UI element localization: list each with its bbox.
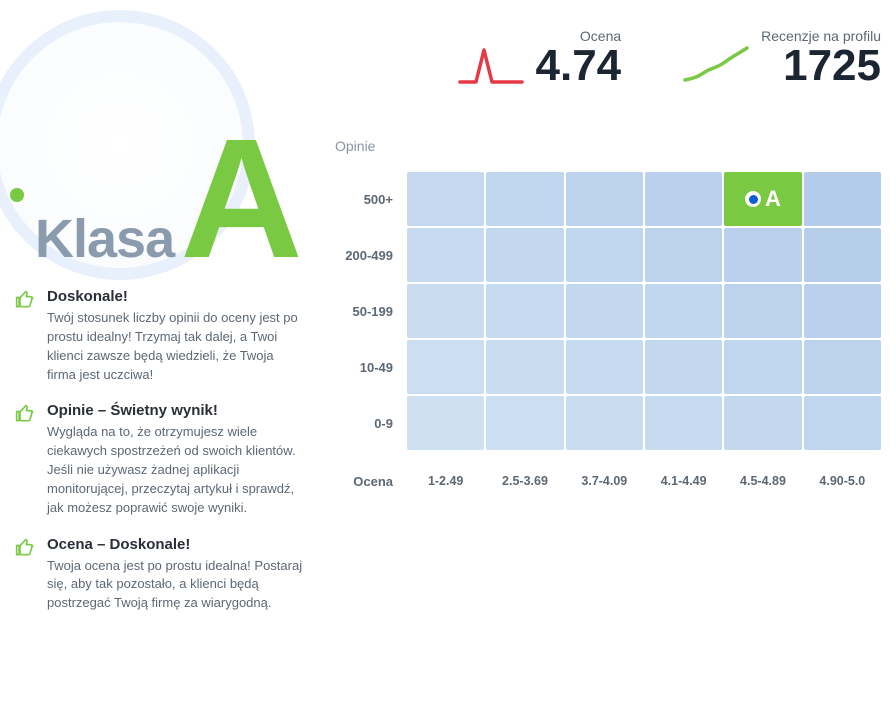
stat-reviews: Recenzje na profilu 1725 [681,28,881,88]
heatmap-cell [724,340,801,394]
heatmap-cell [486,340,563,394]
heatmap-cell [804,396,881,450]
heatmap-cell [645,284,722,338]
heatmap-cell [486,284,563,338]
heatmap-cell [645,228,722,282]
thumbs-up-icon [15,290,35,310]
stat-rating: Ocena 4.74 [456,28,622,88]
heatmap-cell [486,228,563,282]
heatmap-cell [645,396,722,450]
thumbs-up-icon [15,538,35,558]
reviews-spark-icon [681,38,751,88]
heatmap-cell [724,228,801,282]
heatmap-cell [566,172,643,226]
heatmap-cell [724,396,801,450]
heatmap-cell [804,228,881,282]
heatmap: Opinie 500+ A 200-49950-19910-490-9 Ocena1… [335,138,881,489]
heatmap-col-label: 4.1-4.49 [645,474,722,489]
tip-title: Ocena – Doskonale! [47,536,305,553]
heatmap-cell [566,340,643,394]
heatmap-cell [804,340,881,394]
heatmap-col-label: 4.90-5.0 [804,474,881,489]
tip-title: Opinie – Świetny wynik! [47,402,305,419]
heatmap-highlight-letter: A [765,186,781,212]
tip-body: Twoja ocena jest po prostu idealna! Post… [47,557,305,614]
heatmap-cell [804,172,881,226]
stat-rating-value: 4.74 [536,44,622,88]
heatmap-cell: A [724,172,801,226]
tips-list: Doskonale!Twój stosunek liczby opinii do… [15,288,305,613]
heatmap-row-label: 200-499 [335,228,405,282]
heatmap-y-title: Opinie [335,138,881,154]
heatmap-cell [407,340,484,394]
heatmap-cell [566,284,643,338]
badge-dot [10,188,24,202]
heatmap-col-label: 1-2.49 [407,474,484,489]
heatmap-col-label: 4.5-4.89 [724,474,801,489]
heatmap-row-label: 500+ [335,172,405,226]
heatmap-col-label: 2.5-3.69 [486,474,563,489]
tip-body: Twój stosunek liczby opinii do oceny jes… [47,309,305,384]
tip-item: Opinie – Świetny wynik! Wygląda na to, że… [15,402,305,517]
heatmap-x-title: Ocena [335,474,405,489]
heatmap-cell [407,396,484,450]
heatmap-cell [566,228,643,282]
heatmap-row-label: 10-49 [335,340,405,394]
heatmap-cell [407,284,484,338]
heatmap-cell [566,396,643,450]
tip-item: Ocena – Doskonale! Twoja ocena jest po pr… [15,536,305,614]
thumbs-up-icon [15,404,35,424]
heatmap-cell [645,340,722,394]
heatmap-col-label: 3.7-4.09 [566,474,643,489]
heatmap-cell [407,228,484,282]
heatmap-row-label: 50-199 [335,284,405,338]
badge-grade: A [180,140,303,259]
heatmap-cell [486,172,563,226]
tip-body: Wygląda na to, że otrzymujesz wiele ciek… [47,423,305,517]
stat-reviews-value: 1725 [761,44,881,88]
heatmap-cell [645,172,722,226]
class-badge: Klasa A [15,10,305,270]
heatmap-cell [407,172,484,226]
heatmap-highlight-marker [745,191,761,207]
heatmap-cell [486,396,563,450]
heatmap-cell [724,284,801,338]
badge-word: Klasa [35,208,174,270]
heatmap-row-label: 0-9 [335,396,405,450]
heatmap-cell [804,284,881,338]
rating-spark-icon [456,38,526,88]
stats-row: Ocena 4.74 Recenzje na profilu 1725 [335,28,881,88]
tip-item: Doskonale!Twój stosunek liczby opinii do… [15,288,305,384]
